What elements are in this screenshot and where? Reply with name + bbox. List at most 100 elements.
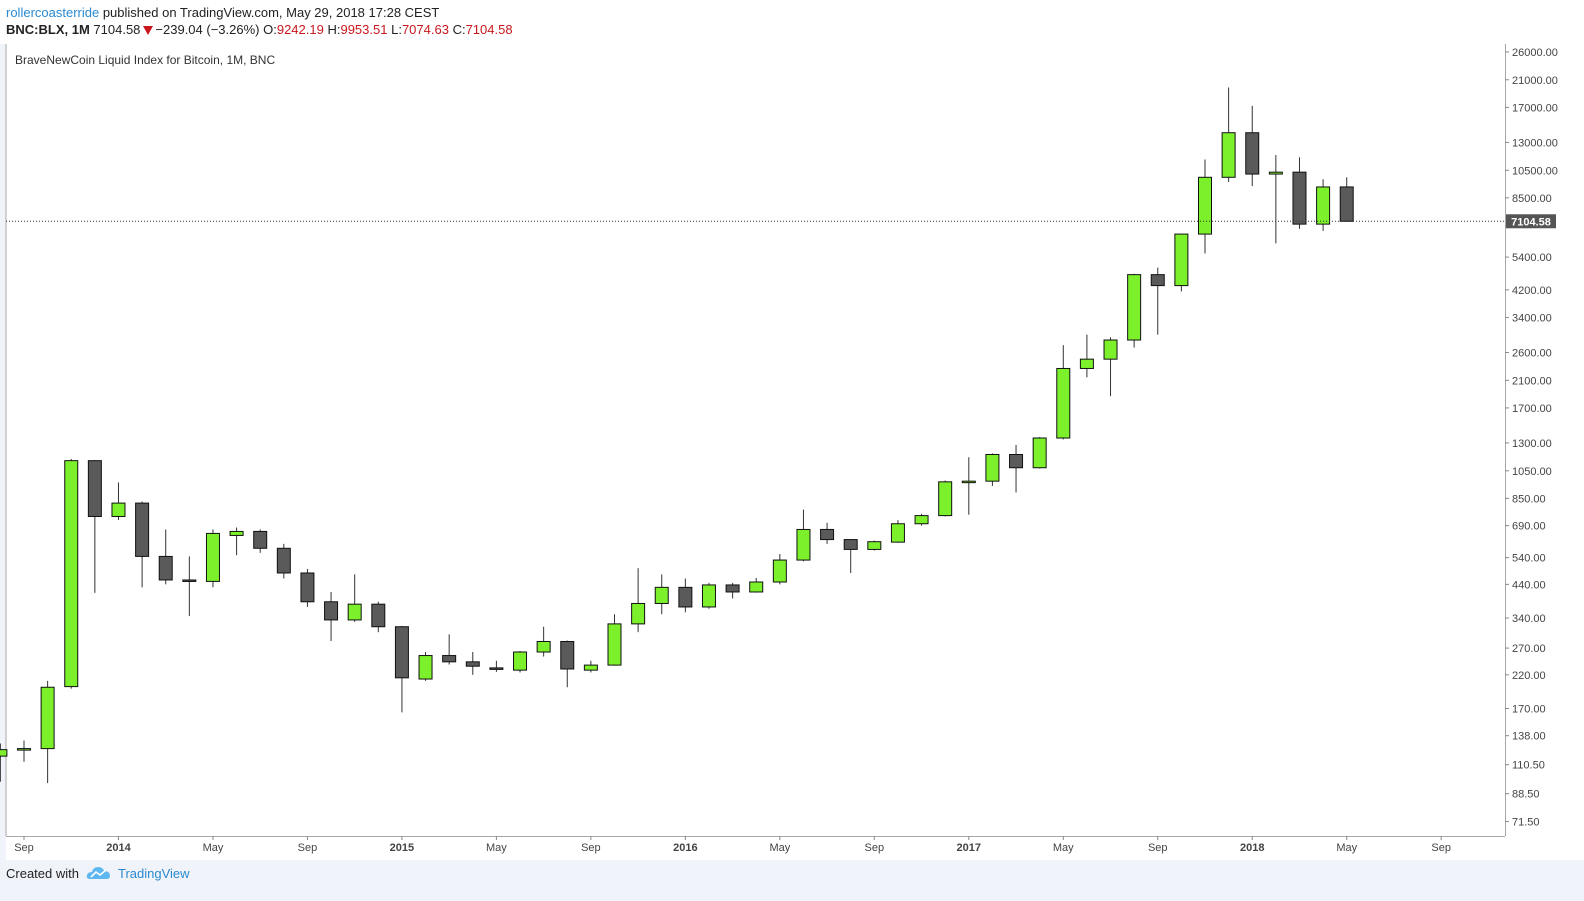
- candle[interactable]: [418, 652, 433, 681]
- candle-body: [536, 640, 551, 653]
- candle[interactable]: [513, 651, 528, 673]
- candle[interactable]: [843, 539, 858, 573]
- candle[interactable]: [394, 625, 409, 713]
- candle[interactable]: [536, 626, 551, 657]
- candle[interactable]: [347, 574, 362, 622]
- tradingview-cloud-icon[interactable]: [86, 864, 112, 882]
- candle[interactable]: [229, 527, 244, 556]
- plot-area[interactable]: [6, 44, 1505, 836]
- high-label: H:: [327, 22, 341, 37]
- open-value: 9242.19: [276, 22, 324, 37]
- candle[interactable]: [560, 640, 575, 688]
- candle[interactable]: [135, 501, 150, 588]
- candle[interactable]: [489, 660, 504, 672]
- candle[interactable]: [0, 743, 8, 782]
- candle[interactable]: [890, 520, 905, 543]
- candle-body: [985, 453, 1000, 482]
- candle[interactable]: [1268, 155, 1283, 244]
- candle[interactable]: [276, 543, 291, 579]
- price-tick-label: 540.00: [1512, 553, 1546, 565]
- low-label: L:: [391, 22, 402, 37]
- candle[interactable]: [1245, 105, 1260, 187]
- candle[interactable]: [1127, 273, 1142, 348]
- candle[interactable]: [1056, 345, 1071, 440]
- price-ticks: 26000.00 21000.00 17000.00 13000.00 10500.00…: [1505, 47, 1558, 829]
- candle[interactable]: [1198, 159, 1212, 254]
- candle[interactable]: [867, 540, 882, 551]
- candle-body: [347, 603, 362, 621]
- candle-body: [820, 528, 835, 541]
- price-tick-label: 170.00: [1512, 703, 1546, 715]
- candle[interactable]: [1009, 444, 1024, 493]
- candle[interactable]: [583, 660, 598, 673]
- price-tick-label: 270.00: [1512, 643, 1546, 655]
- candle[interactable]: [914, 513, 929, 526]
- candle[interactable]: [1150, 267, 1165, 335]
- candle-body: [1245, 132, 1260, 175]
- candle[interactable]: [324, 591, 339, 642]
- candle[interactable]: [300, 568, 315, 607]
- candle[interactable]: [654, 574, 669, 615]
- candle-body: [1056, 367, 1071, 439]
- candle-body: [1032, 437, 1047, 469]
- candle[interactable]: [205, 529, 220, 588]
- candle[interactable]: [796, 509, 811, 562]
- candle[interactable]: [701, 582, 716, 609]
- candle[interactable]: [1292, 157, 1307, 229]
- candle[interactable]: [182, 556, 197, 617]
- candle[interactable]: [1103, 337, 1118, 397]
- candle[interactable]: [465, 652, 480, 675]
- candle[interactable]: [1032, 437, 1047, 469]
- candle[interactable]: [371, 601, 386, 633]
- candle[interactable]: [631, 568, 646, 633]
- candle-body: [631, 602, 646, 625]
- candle[interactable]: [820, 522, 835, 544]
- candle[interactable]: [111, 482, 126, 521]
- candle[interactable]: [678, 578, 693, 613]
- candle[interactable]: [87, 460, 102, 593]
- candle[interactable]: [1221, 87, 1236, 182]
- candle-body: [843, 539, 858, 550]
- price-tick-label: 220.00: [1512, 670, 1546, 682]
- candle[interactable]: [1079, 334, 1094, 378]
- candle[interactable]: [17, 740, 31, 762]
- candle-body: [135, 502, 150, 557]
- last-price: 7104.58: [93, 22, 141, 37]
- candle[interactable]: [40, 680, 55, 784]
- time-tick-label: May: [1053, 842, 1074, 854]
- symbol-label[interactable]: BNC:BLX, 1M: [6, 22, 90, 37]
- price-axis[interactable]: [1505, 44, 1584, 860]
- candle-body: [654, 586, 669, 604]
- candle[interactable]: [1174, 233, 1189, 292]
- time-axis[interactable]: [6, 836, 1505, 860]
- candle[interactable]: [725, 582, 740, 599]
- open-label: O:: [263, 22, 277, 37]
- candle-body: [40, 686, 55, 750]
- price-tick-label: 440.00: [1512, 579, 1546, 591]
- candle-body: [87, 460, 102, 517]
- price-tick-label: 3400.00: [1512, 312, 1552, 324]
- candle[interactable]: [1339, 177, 1354, 222]
- author-link[interactable]: rollercoasterride: [6, 5, 100, 20]
- candle-body: [394, 626, 409, 679]
- candle-body: [442, 655, 457, 663]
- candle-body: [0, 749, 8, 757]
- candle[interactable]: [64, 458, 79, 689]
- last-price-tag: 7104.58: [1506, 214, 1556, 229]
- candle[interactable]: [938, 480, 953, 517]
- candle[interactable]: [253, 529, 268, 553]
- candle-body: [418, 655, 433, 680]
- candle[interactable]: [158, 529, 173, 585]
- candle[interactable]: [749, 577, 764, 593]
- chart-canvas[interactable]: BraveNewCoin Liquid Index for Bitcoin, 1…: [0, 0, 1584, 860]
- candle[interactable]: [985, 453, 1000, 486]
- candle[interactable]: [772, 554, 787, 585]
- candle[interactable]: [442, 634, 457, 665]
- time-tick-label: 2018: [1240, 842, 1264, 854]
- tradingview-link[interactable]: TradingView: [118, 866, 190, 881]
- candle[interactable]: [607, 614, 622, 666]
- price-tick-label: 8500.00: [1512, 193, 1552, 205]
- low-value: 7074.63: [401, 22, 449, 37]
- candle[interactable]: [1316, 179, 1331, 231]
- candle[interactable]: [961, 457, 976, 515]
